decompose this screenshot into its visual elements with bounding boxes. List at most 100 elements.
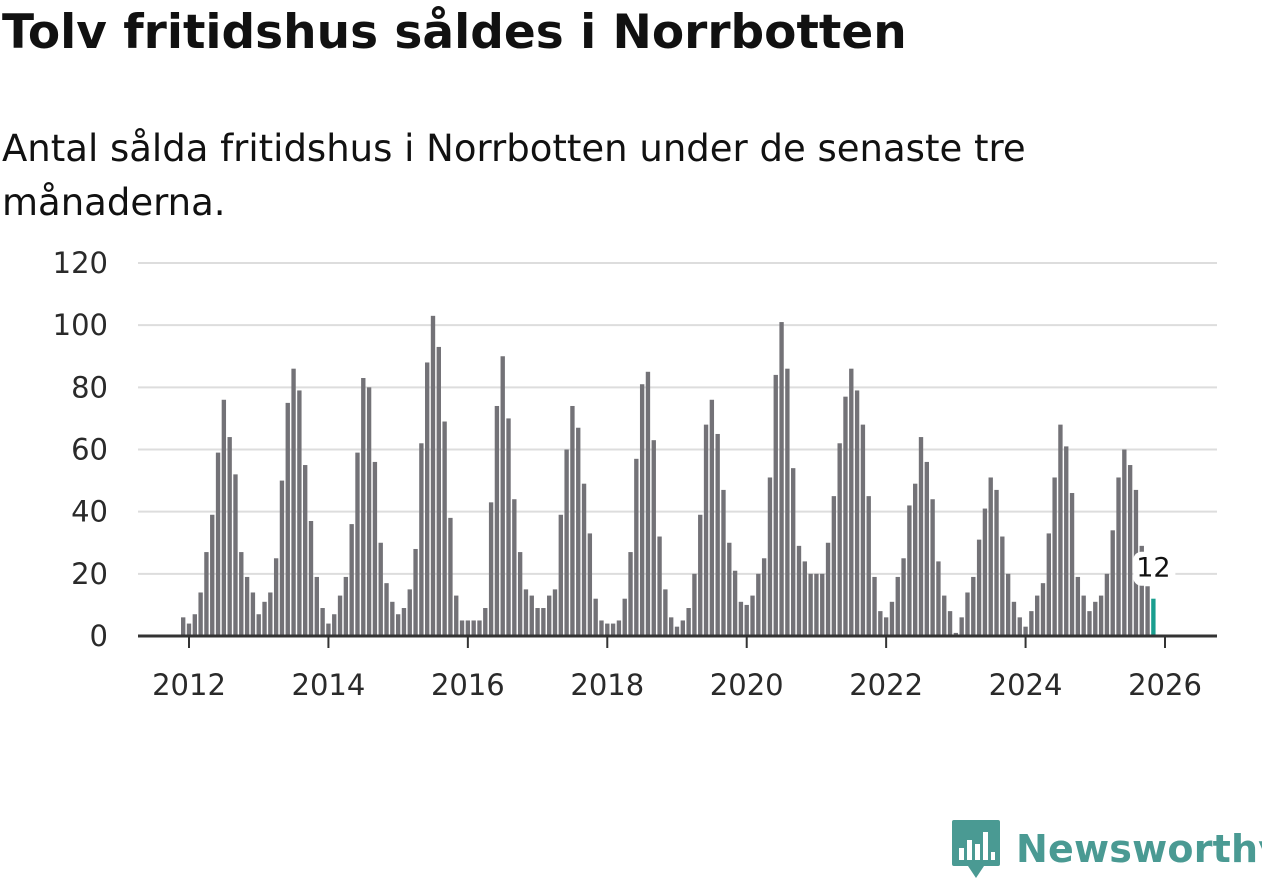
bar [517,552,523,636]
callout-value: 12 [1136,553,1170,584]
bar [233,474,238,636]
bar [454,595,459,636]
bar [930,499,935,636]
bar [988,477,993,636]
bar [419,443,424,636]
bar [355,452,360,636]
bar [308,520,314,636]
bar [1087,611,1092,636]
bar [744,604,749,636]
bar [715,433,720,636]
bar [186,623,192,636]
bar-highlight [1151,598,1156,636]
y-tick-label: 120 [53,246,108,280]
bar [1110,530,1115,636]
bar [285,402,290,637]
bar [221,399,227,636]
x-tick-label: 2026 [1128,668,1202,702]
bar [587,533,593,636]
bar [889,601,895,636]
bar [558,514,563,636]
bar [1081,595,1086,636]
bar [570,405,575,636]
bar [506,418,511,636]
bar [448,517,453,636]
bar [1000,536,1005,636]
bar [326,623,331,636]
bar [971,576,976,636]
bar [198,592,203,636]
bar [854,390,860,636]
gridlines [138,262,1217,575]
bar [796,545,802,636]
x-tick-label: 2020 [710,668,784,702]
bar [512,499,517,636]
x-tick-label: 2022 [849,668,923,702]
bar [1098,595,1104,636]
bar [279,480,285,636]
bar [669,617,674,636]
bar [320,608,325,636]
bar [1127,465,1133,636]
bar [1058,424,1063,636]
bar [529,595,534,636]
bar [802,561,807,636]
bar [634,458,639,636]
bar [732,570,738,636]
bar [366,387,372,636]
bar [425,362,430,636]
bar [645,371,651,636]
bar [622,598,627,636]
bar [1046,533,1051,636]
bar [564,449,569,636]
bar [291,368,296,636]
x-tick-label: 2018 [570,668,644,702]
bar [1069,493,1075,636]
bar [262,601,267,636]
bar [465,620,471,636]
bar [907,505,912,636]
bar [407,589,412,637]
bar [488,502,494,636]
bar [332,614,337,636]
bar [523,589,529,637]
bar [791,468,796,636]
brand-name: Newsworthy [1016,827,1262,871]
bar [843,396,848,636]
bar [831,496,837,637]
bar [256,614,261,636]
bar [901,558,906,636]
bar [227,437,232,636]
chart-subtitle: Antal sålda fritidshus i Norrbotten unde… [2,127,1026,224]
bar [761,558,767,636]
bar [1064,446,1069,636]
bar [610,623,616,636]
bar [436,346,441,636]
bar [361,378,366,636]
bar [535,608,540,636]
bar [808,573,813,636]
bar [1122,449,1127,636]
bar [581,483,587,636]
bar [849,368,854,636]
y-tick-label: 20 [71,557,108,591]
bar [500,356,505,636]
bar [1035,595,1040,636]
bar [837,443,842,636]
bar [628,552,633,636]
bar [709,399,715,636]
bar [698,514,703,636]
bar [413,548,418,636]
bar [692,573,697,636]
bar [337,595,343,636]
bar [895,576,900,636]
bar [616,620,622,636]
bar [936,561,941,636]
bar [663,589,668,637]
bar [639,384,645,636]
bar [181,617,186,636]
bar [477,620,482,636]
bar [297,390,302,636]
callout-background [1133,551,1176,586]
